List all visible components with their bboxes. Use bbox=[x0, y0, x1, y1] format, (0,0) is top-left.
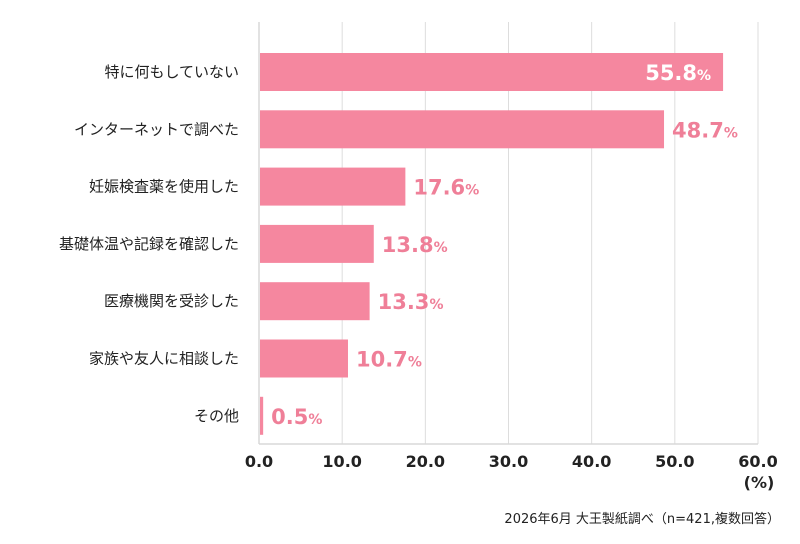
category-label: 妊娠検査薬を使用した bbox=[89, 178, 239, 196]
category-label: インターネットで調べた bbox=[74, 120, 239, 138]
x-tick-label: 50.0 bbox=[655, 452, 694, 471]
data-label: 55.8% bbox=[645, 61, 711, 85]
x-tick-label: 40.0 bbox=[572, 452, 611, 471]
category-label: その他 bbox=[194, 407, 239, 425]
bar bbox=[260, 339, 348, 378]
x-tick-label: 60.0 bbox=[738, 452, 777, 471]
data-label: 17.6% bbox=[413, 176, 479, 200]
source-note: 2026年6月 大王製紙調べ（n=421,複数回答） bbox=[504, 512, 780, 527]
x-tick-label: 30.0 bbox=[489, 452, 528, 471]
data-label: 13.3% bbox=[378, 290, 444, 314]
axes bbox=[258, 22, 758, 445]
data-label: 13.8% bbox=[382, 233, 448, 257]
category-label: 家族や友人に相談した bbox=[89, 350, 239, 368]
category-labels: 特に何もしていないインターネットで調べた妊娠検査薬を使用した基礎体温や記録を確認… bbox=[59, 63, 239, 425]
bar bbox=[260, 53, 724, 91]
bar bbox=[260, 396, 264, 435]
data-label: 0.5% bbox=[271, 405, 322, 429]
category-label: 医療機関を受診した bbox=[104, 292, 239, 310]
x-tick-label: 20.0 bbox=[406, 452, 445, 471]
data-label: 48.7% bbox=[672, 118, 738, 142]
bar bbox=[260, 167, 406, 206]
value-labels: 55.8% 48.7% 17.6% 13.8% 13.3% 10.7% 0.5% bbox=[271, 61, 738, 429]
x-tick-label: 0.0 bbox=[245, 452, 273, 471]
bar bbox=[260, 224, 374, 263]
bar bbox=[260, 282, 370, 321]
x-tick-label: 10.0 bbox=[322, 452, 361, 471]
x-axis-unit: (%) bbox=[744, 473, 775, 492]
data-label: 10.7% bbox=[356, 348, 422, 372]
bars bbox=[260, 53, 724, 435]
x-tick-labels: 0.0 10.0 20.0 30.0 40.0 50.0 60.0 bbox=[245, 452, 778, 471]
category-label: 特に何もしていない bbox=[104, 63, 239, 81]
category-label: 基礎体温や記録を確認した bbox=[59, 235, 239, 253]
bar bbox=[260, 110, 665, 149]
